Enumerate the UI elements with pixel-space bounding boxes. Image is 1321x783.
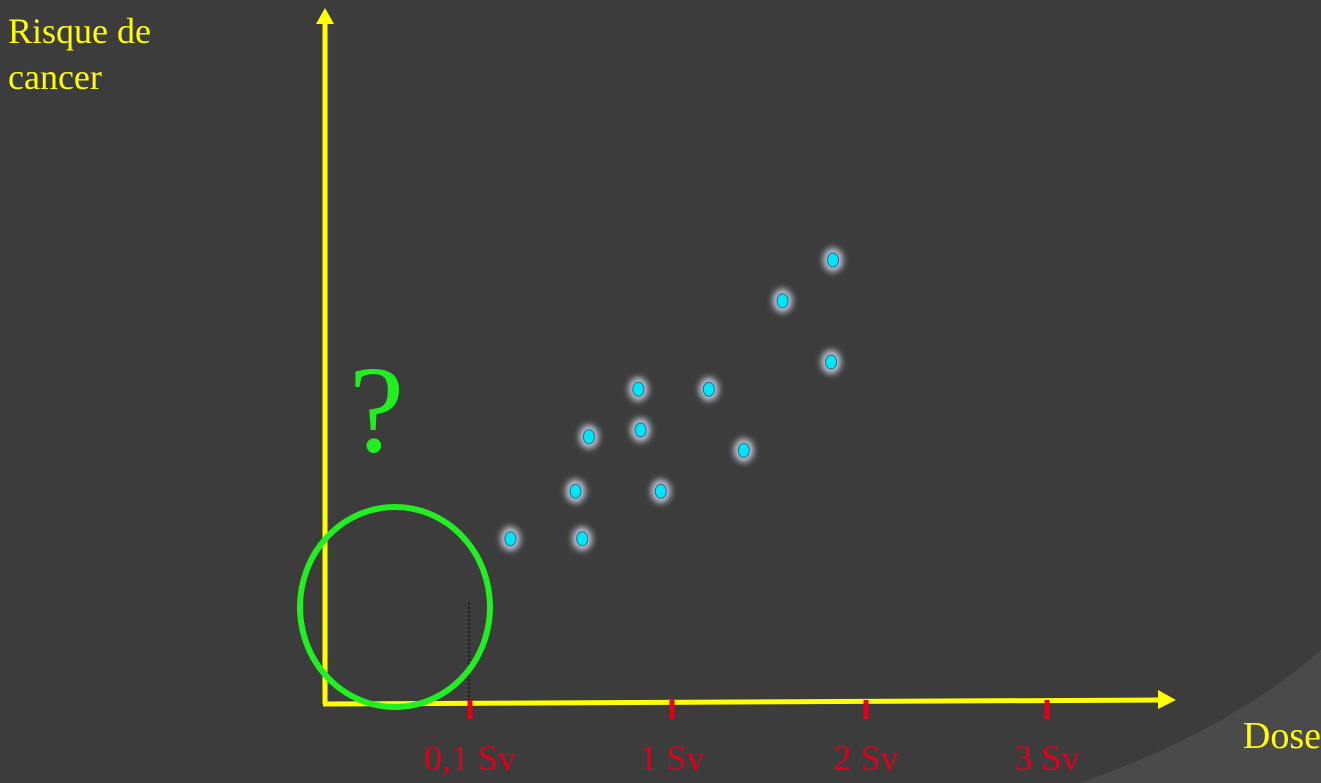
data-point-dot [576,531,589,547]
data-point [572,526,593,551]
x-tick-label: 3 Sv [1014,738,1079,778]
highlight-circle [297,504,493,710]
data-point [565,479,586,504]
x-ticks: 0,1 Sv 1 Sv 2 Sv 3 Sv [424,700,1080,778]
data-point [698,377,719,402]
data-point-dot [504,531,517,547]
data-point [500,526,521,551]
y-axis-arrow-icon [316,8,334,24]
data-point-dot [654,483,667,499]
data-point [628,377,649,402]
data-point [578,424,599,449]
data-point-dot [825,354,838,370]
data-point-dot [737,442,750,458]
data-point-dot [702,381,715,397]
data-point-dot [827,252,840,268]
x-axis [322,697,1161,707]
data-point [733,438,754,463]
data-point-dot [634,422,647,438]
data-point [772,288,793,313]
axes [316,8,1176,709]
x-tick-label: 0,1 Sv [424,738,516,778]
x-tick-label: 2 Sv [833,738,898,778]
data-point-dot [776,293,789,309]
question-mark-annotation: ? [349,341,405,478]
data-point-dot [569,483,582,499]
data-point [650,479,671,504]
data-point-dot [582,429,595,445]
data-point [821,350,842,374]
x-tick-label: 1 Sv [639,738,704,778]
x-axis-arrow-icon [1158,690,1176,709]
data-point [630,418,651,442]
data-point-dot [632,381,645,397]
x-axis-label: Dose [1242,715,1321,757]
data-points [500,248,844,551]
data-point [823,248,844,272]
y-axis-label: Risque de cancer [8,11,151,97]
